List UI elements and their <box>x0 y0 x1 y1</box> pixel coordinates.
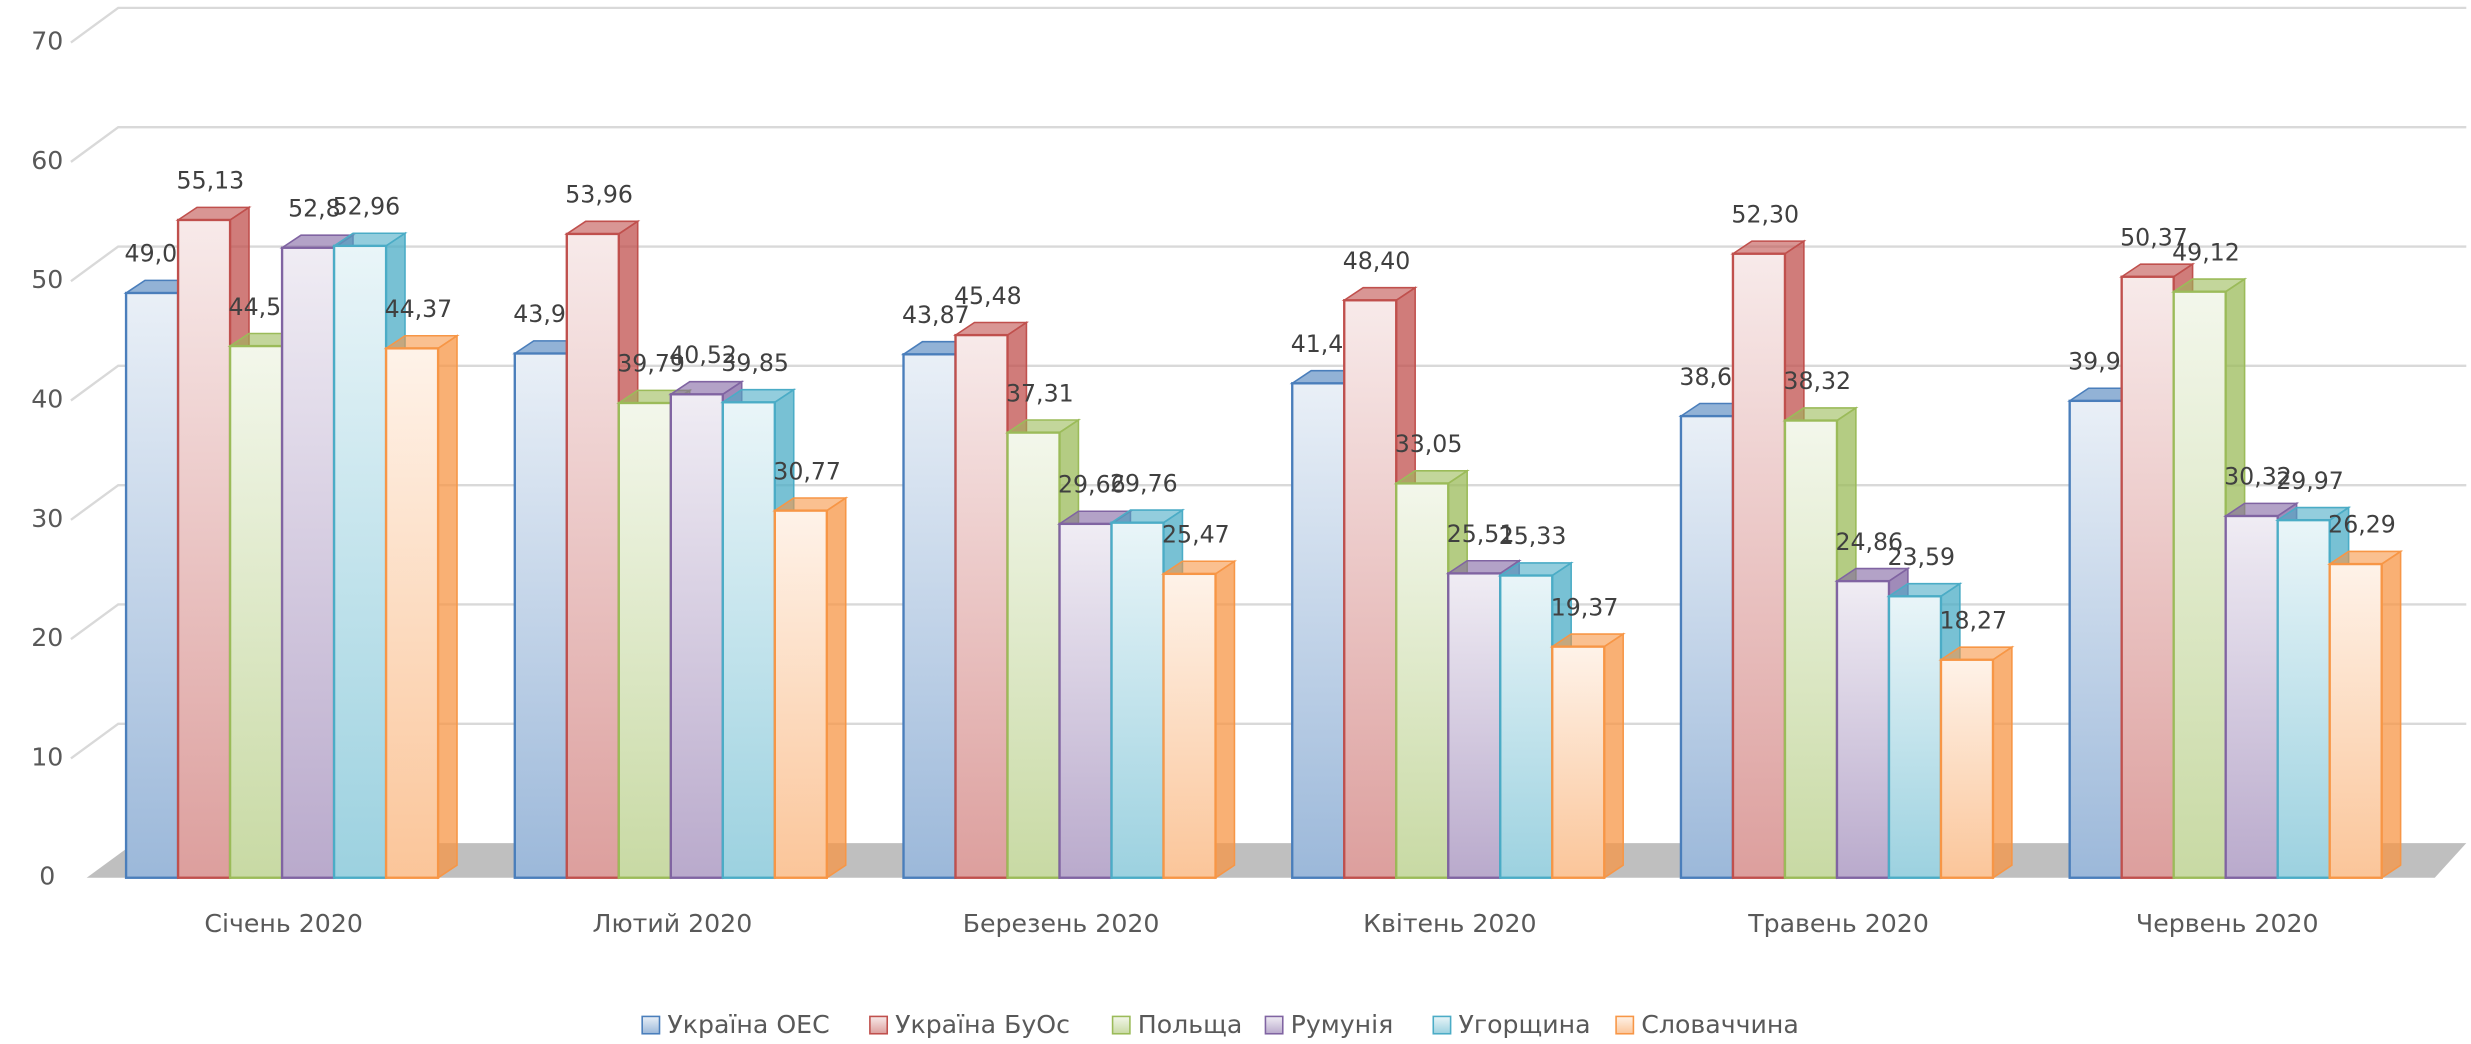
data-label: 49,12 <box>2172 238 2240 266</box>
data-label: 48,40 <box>1343 247 1411 275</box>
data-label: 50,37 <box>2120 223 2188 251</box>
data-label: 25,51 <box>1447 520 1515 548</box>
data-label: 55,13 <box>177 167 245 195</box>
legend-label: Угорщина <box>1458 1010 1590 1039</box>
x-tick-label: Квітень 2020 <box>1363 909 1536 938</box>
data-label: 43,87 <box>902 301 970 329</box>
y-tick-label: 70 <box>31 27 63 56</box>
y-tick-label: 10 <box>31 742 63 771</box>
grid-line <box>70 6 2467 44</box>
bar <box>383 334 460 880</box>
data-label: 30,77 <box>773 457 841 485</box>
data-label: 33,05 <box>1395 430 1463 458</box>
data-label: 29,97 <box>2276 467 2344 495</box>
bar <box>1782 406 1859 880</box>
data-label: 39,85 <box>721 349 789 377</box>
x-tick-label: Травень 2020 <box>1747 909 1929 938</box>
data-label: 29,66 <box>1058 471 1126 499</box>
grid-line <box>70 364 2467 402</box>
data-label: 38,32 <box>1783 367 1851 395</box>
y-tick-label: 50 <box>31 265 63 294</box>
bar <box>2327 549 2404 880</box>
y-tick-label: 60 <box>31 146 63 175</box>
data-label: 44,37 <box>385 295 453 323</box>
data-label: 52,30 <box>1731 200 1799 228</box>
x-tick-label: Червень 2020 <box>2136 909 2319 938</box>
legend-label: Україна БуОс <box>895 1010 1070 1039</box>
bar <box>1160 559 1238 880</box>
legend-swatch <box>1615 1015 1635 1035</box>
data-label: 52,8 <box>288 194 341 222</box>
legend-label: Польща <box>1138 1010 1243 1039</box>
legend-label: Румунія <box>1291 1010 1394 1039</box>
grid-line <box>70 126 2467 163</box>
bar <box>227 332 304 880</box>
x-tick-label: Березень 2020 <box>963 909 1160 938</box>
data-label: 53,96 <box>565 181 633 209</box>
legend-label: Україна ОЕС <box>667 1010 829 1039</box>
bar <box>2275 506 2352 880</box>
x-tick-label: Січень 2020 <box>204 909 362 938</box>
data-label: 25,47 <box>1162 521 1230 549</box>
data-label: 18,27 <box>1939 606 2007 634</box>
data-label: 39,79 <box>617 350 685 378</box>
data-label: 29,76 <box>1110 469 1178 497</box>
legend-swatch <box>869 1015 889 1035</box>
legend-swatch <box>1111 1015 1131 1035</box>
bar <box>772 496 849 880</box>
legend-swatch <box>641 1015 661 1035</box>
bar <box>1549 632 1626 880</box>
data-label: 40,52 <box>669 341 737 369</box>
legend-label: Словаччина <box>1641 1010 1799 1039</box>
y-tick-label: 40 <box>31 384 63 413</box>
y-tick-label: 30 <box>31 504 63 533</box>
x-tick-label: Лютий 2020 <box>592 909 752 938</box>
y-tick-label: 0 <box>39 862 55 891</box>
data-label: 52,96 <box>333 193 401 221</box>
grid-line <box>70 245 2467 283</box>
bar <box>1730 239 1807 880</box>
data-label: 23,59 <box>1887 543 1955 571</box>
bar <box>1497 561 1574 880</box>
data-label: 37,31 <box>1006 379 1074 407</box>
data-label: 19,37 <box>1551 593 1619 621</box>
bar <box>1938 645 2015 880</box>
legend-swatch <box>1264 1015 1284 1035</box>
data-label: 26,29 <box>2328 511 2396 539</box>
data-label: 30,32 <box>2224 463 2292 491</box>
legend-swatch <box>1432 1015 1452 1035</box>
data-label: 24,86 <box>1835 528 1903 556</box>
y-tick-label: 20 <box>31 623 63 652</box>
data-label: 25,33 <box>1499 522 1567 550</box>
data-label: 45,48 <box>954 282 1022 310</box>
